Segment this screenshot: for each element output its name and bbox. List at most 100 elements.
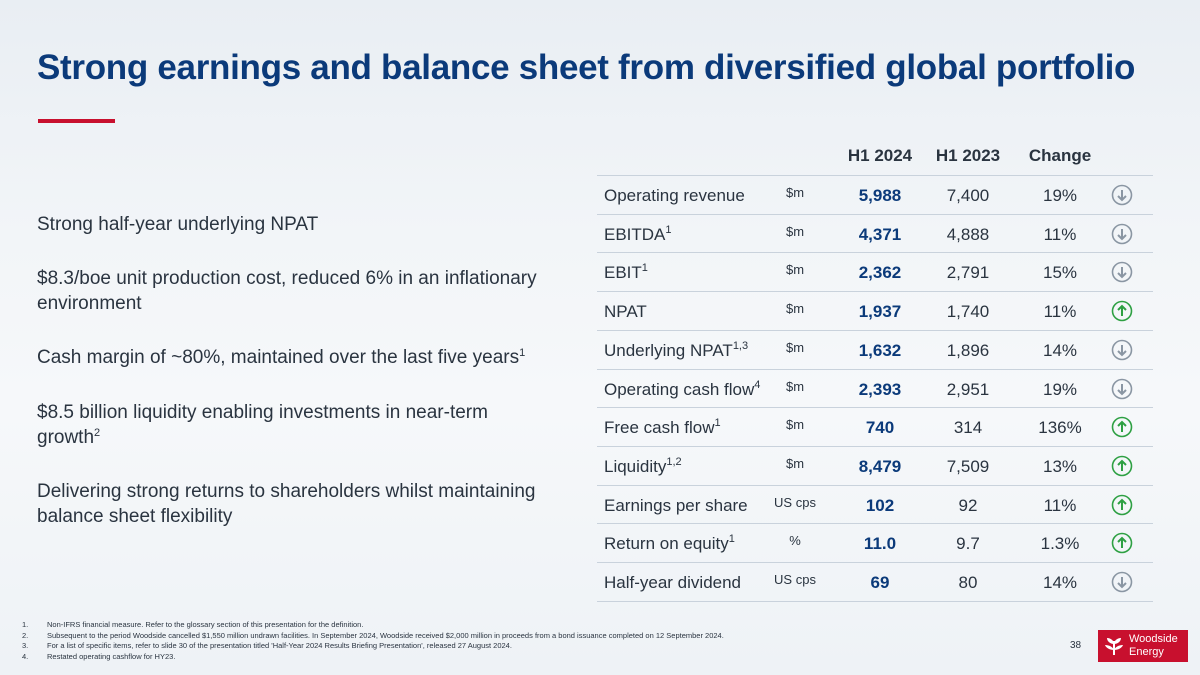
value-change: 11% [1043, 495, 1077, 515]
value-change: 1.3% [1040, 534, 1080, 554]
value-h1-2023: 1,740 [946, 302, 990, 322]
footnote-text: Restated operating cashflow for HY23. [47, 651, 176, 661]
table-row: Half-year dividend US cps 69 80 14% [597, 562, 1153, 602]
footnote-number: 3. [22, 641, 29, 650]
value-h1-2024: 1,632 [858, 340, 902, 360]
table-row: Earnings per share US cps 102 92 11% [597, 484, 1153, 524]
metric-name: Operating cash flow [604, 379, 755, 399]
footnote-item: 1. Non-IFRS financial measure. Refer to t… [22, 620, 922, 631]
logo-wordmark: Woodside Energy [1129, 633, 1178, 659]
metric-label: Half-year dividend [604, 573, 741, 593]
value-h1-2024: 1,937 [858, 302, 902, 322]
table-row: EBITDA1 $m 4,371 4,888 11% [597, 213, 1153, 253]
value-h1-2024: 5,988 [858, 186, 902, 205]
column-header-h1-2024: H1 2024 [847, 146, 913, 165]
value-h1-2024: 102 [865, 495, 895, 515]
arrow-down-circle-icon [1111, 262, 1133, 283]
woodside-energy-logo: Woodside Energy [1098, 630, 1188, 662]
slide-title: Strong earnings and balance sheet from d… [37, 48, 1136, 87]
bullet-item: Delivering strong returns to shareholder… [37, 479, 537, 529]
metric-name: EBITDA [604, 224, 666, 244]
table-row: NPAT $m 1,937 1,740 11% [597, 291, 1153, 330]
footnotes: 1. Non-IFRS financial measure. Refer to t… [22, 620, 922, 662]
value-h1-2023: 1,896 [946, 340, 990, 360]
arrow-up-circle-icon [1111, 300, 1133, 322]
metric-label: Free cash flow1 [604, 418, 721, 438]
footnote-item: 4. Restated operating cashflow for HY23. [22, 652, 922, 663]
metric-name: Liquidity [604, 456, 667, 476]
column-header-change: Change [1028, 146, 1092, 165]
value-h1-2024: 69 [870, 573, 890, 592]
table-row: Free cash flow1 $m 740 314 136% [597, 407, 1153, 446]
value-h1-2023: 80 [958, 573, 978, 592]
bullet-text: Strong half-year underlying NPAT [37, 214, 319, 235]
footnote-ref: 1 [665, 223, 672, 236]
arrow-down-circle-icon [1111, 571, 1133, 593]
unit-label: % [789, 533, 801, 549]
bullet-item: Strong half-year underlying NPAT [37, 212, 537, 237]
arrow-up-circle-icon [1111, 494, 1133, 515]
footnote-item: 3. For a list of specific items, refer to… [22, 641, 922, 652]
value-change: 14% [1042, 340, 1078, 360]
footnote-ref: 1 [714, 417, 721, 430]
metric-label: Underlying NPAT1,3 [604, 339, 749, 361]
table-row: Liquidity1,2 $m 8,479 7,509 13% [597, 445, 1153, 485]
footnote-ref: 1 [728, 533, 735, 546]
table-row: EBIT1 $m 2,362 2,791 15% [597, 252, 1153, 291]
value-change: 13% [1042, 456, 1078, 476]
footnote-ref: 1,3 [732, 339, 749, 352]
arrow-up-circle-icon [1111, 532, 1133, 554]
footnote-text: For a list of specific items, refer to s… [47, 641, 512, 650]
value-change: 14% [1042, 573, 1078, 592]
woodside-logo-icon [1105, 638, 1123, 656]
value-h1-2023: 314 [953, 418, 983, 438]
arrow-up-circle-icon [1111, 455, 1133, 477]
footnote-item: 2. Subsequent to the period Woodside canc… [22, 631, 922, 642]
metric-name: Return on equity [604, 534, 729, 554]
value-change: 15% [1042, 263, 1078, 283]
metric-label: Liquidity1,2 [604, 456, 682, 477]
unit-label: $m [785, 223, 805, 239]
column-header-h1-2023: H1 2023 [935, 146, 1001, 165]
metric-name: EBIT [604, 263, 642, 283]
value-change: 19% [1042, 186, 1078, 205]
unit-label: $m [785, 378, 805, 394]
logo-line-2: Energy [1129, 646, 1164, 658]
value-h1-2024: 8,479 [858, 456, 902, 476]
bullet-item: $8.3/boe unit production cost, reduced 6… [37, 266, 537, 316]
table-row: Operating cash flow4 $m 2,393 2,951 19% [597, 368, 1153, 408]
bullet-text: Cash margin of ~80%, maintained over the… [37, 347, 520, 368]
unit-label: $m [785, 417, 805, 433]
metric-label: EBITDA1 [604, 223, 672, 245]
metric-label: EBIT1 [604, 263, 648, 283]
footnote-ref: 1 [641, 262, 648, 275]
logo-line-1: Woodside [1129, 633, 1178, 645]
metric-label: Return on equity1 [604, 534, 735, 554]
value-h1-2024: 11.0 [863, 534, 897, 554]
arrow-up-circle-icon [1111, 416, 1133, 438]
footnote-text: Subsequent to the period Woodside cancel… [47, 630, 724, 640]
value-change: 11% [1043, 302, 1077, 322]
footnote-ref: 2 [94, 427, 101, 439]
metric-name: Half-year dividend [604, 573, 742, 592]
arrow-down-circle-icon [1111, 378, 1133, 399]
unit-label: $m [785, 301, 805, 317]
metric-name: Operating revenue [604, 186, 745, 205]
metric-label: Operating cash flow4 [604, 379, 760, 400]
arrow-down-circle-icon [1111, 339, 1133, 361]
page-number: 38 [1070, 640, 1082, 651]
value-h1-2023: 2,951 [946, 379, 990, 399]
value-h1-2023: 2,791 [946, 263, 990, 283]
bullet-item: $8.5 billion liquidity enabling investme… [37, 400, 537, 450]
value-h1-2023: 9.7 [956, 534, 980, 554]
unit-label: US cps [774, 494, 816, 510]
bullet-text: $8.3/boe unit production cost, reduced 6… [37, 268, 537, 314]
metric-name: Underlying NPAT [604, 340, 733, 360]
footnote-ref: 1 [519, 347, 526, 359]
arrow-down-circle-icon [1111, 223, 1133, 244]
footnote-number: 1. [22, 620, 29, 629]
table-row: Underlying NPAT1,3 $m 1,632 1,896 14% [597, 329, 1153, 369]
unit-label: $m [785, 262, 805, 278]
unit-label: US cps [774, 572, 816, 587]
value-h1-2024: 2,362 [858, 263, 902, 283]
